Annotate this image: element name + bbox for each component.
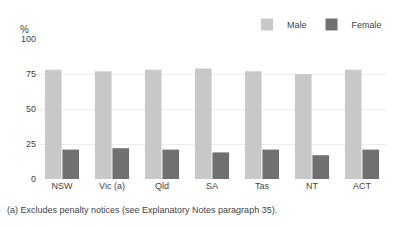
svg-text:Vic (a): Vic (a) [99, 181, 125, 191]
svg-text:50: 50 [26, 104, 36, 114]
svg-text:25: 25 [26, 139, 36, 149]
svg-text:75: 75 [26, 69, 36, 79]
svg-text:Female: Female [352, 20, 382, 30]
svg-text:NT: NT [306, 181, 318, 191]
svg-text:NSW: NSW [52, 181, 74, 191]
svg-text:(a) Excludes penalty notices (: (a) Excludes penalty notices (see Explan… [7, 205, 277, 215]
svg-text:SA: SA [206, 181, 218, 191]
svg-text:Male: Male [287, 20, 307, 30]
svg-text:Tas: Tas [255, 181, 270, 191]
svg-text:ACT: ACT [353, 181, 372, 191]
svg-text:0: 0 [31, 174, 36, 184]
svg-text:%: % [20, 24, 29, 35]
svg-text:100: 100 [21, 34, 36, 44]
svg-text:Qld: Qld [155, 181, 169, 191]
